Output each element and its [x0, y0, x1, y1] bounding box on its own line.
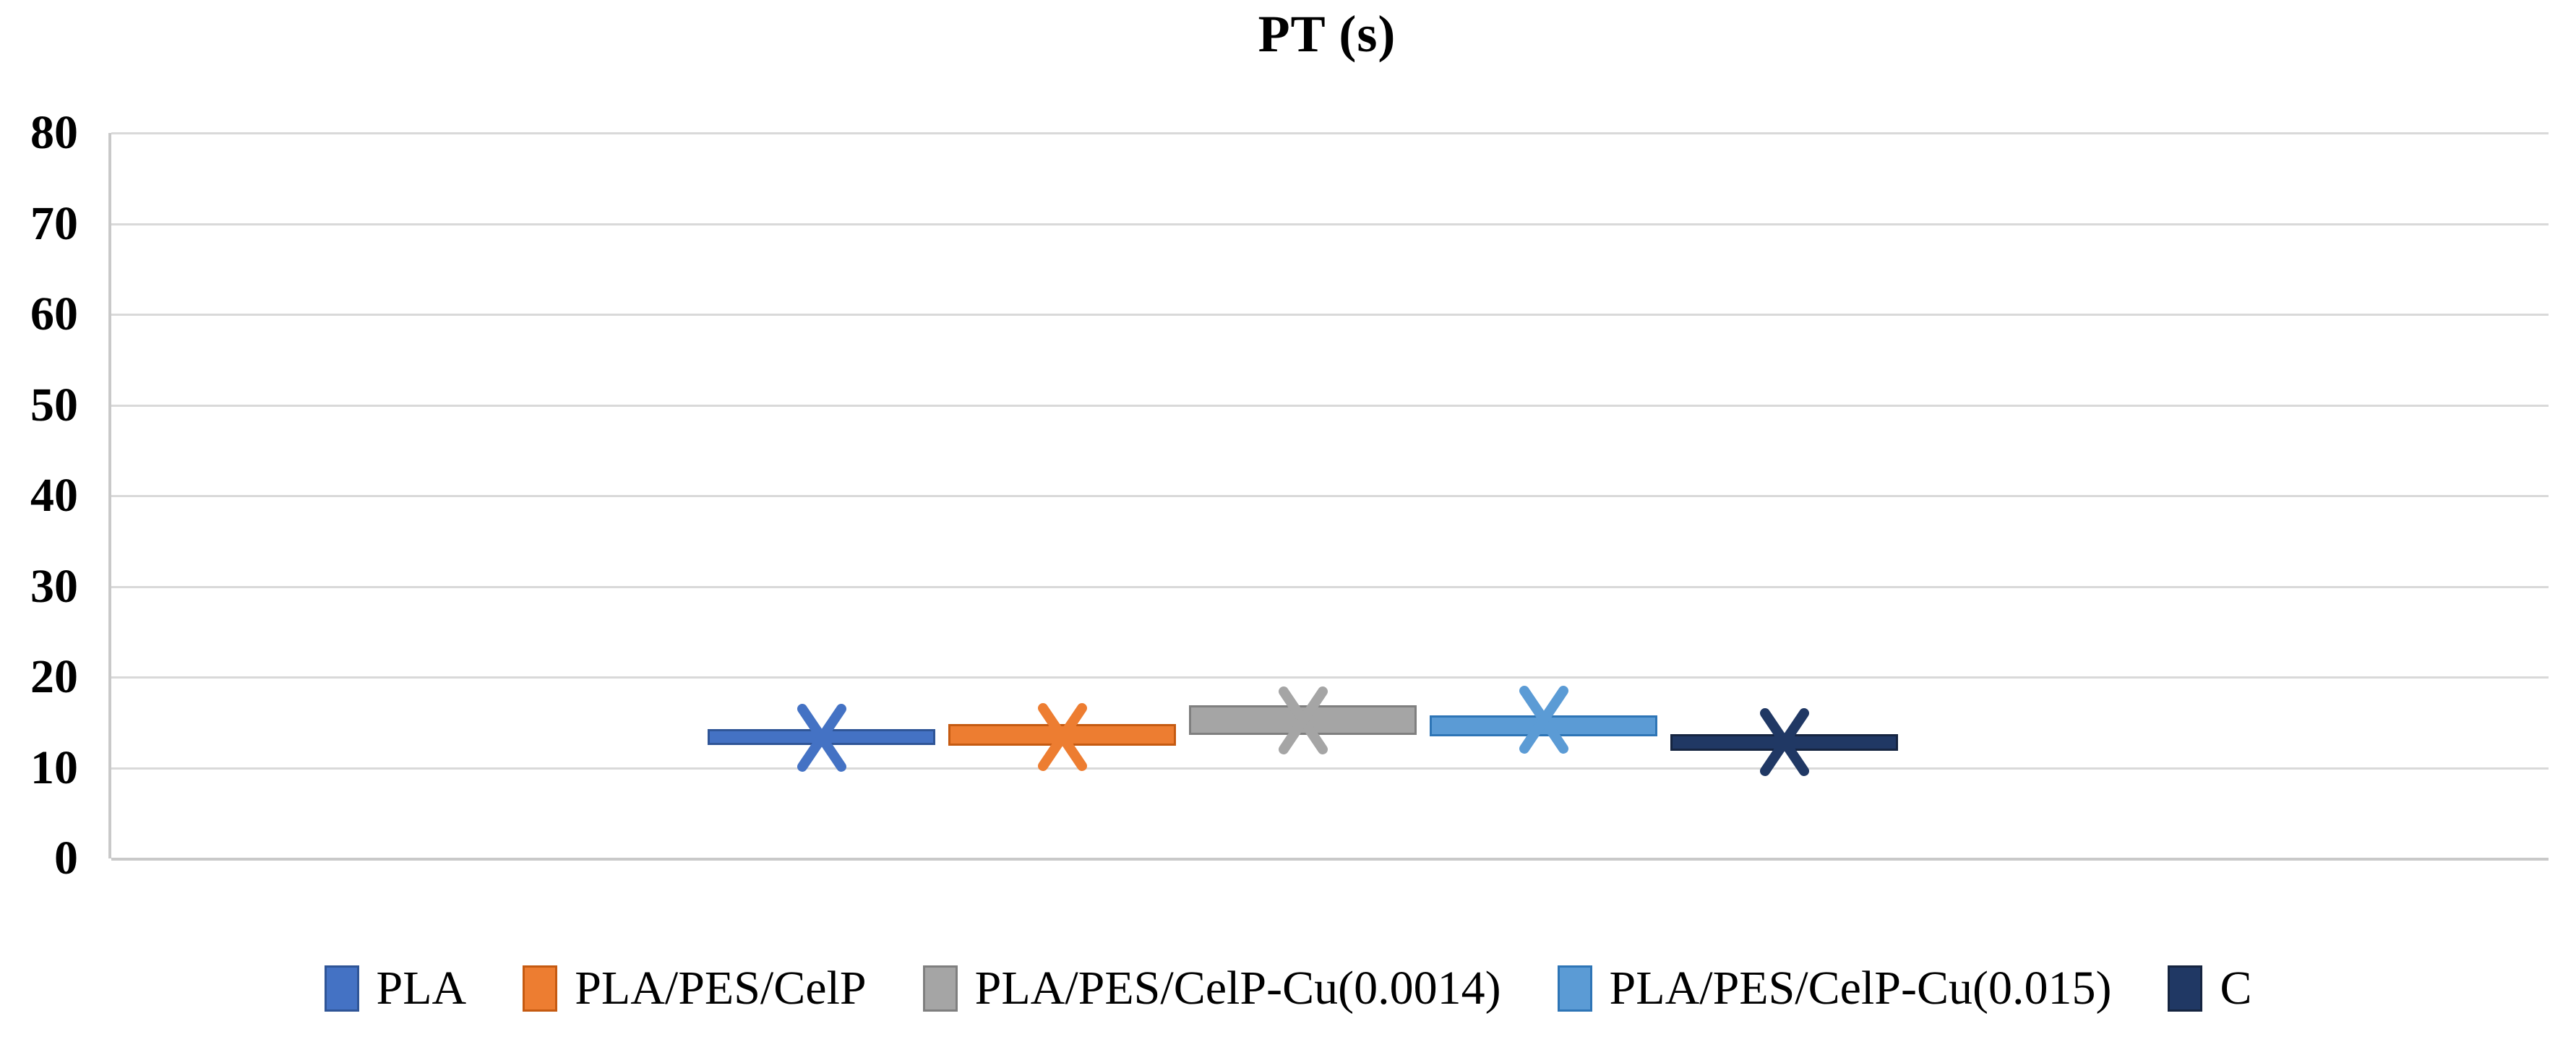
legend-label: PLA	[376, 962, 467, 1015]
legend-item-3: PLA/PES/CelP-Cu(0.0014)	[922, 961, 1501, 1016]
gridline	[111, 314, 2549, 316]
y-axis-tick-label: 10	[30, 741, 78, 794]
box-2	[948, 724, 1176, 746]
y-axis-tick-label: 30	[30, 559, 78, 613]
legend-label: PLA/PES/CelP-Cu(0.0014)	[974, 962, 1501, 1015]
y-axis-tick-label: 20	[30, 650, 78, 703]
legend-swatch-icon	[523, 965, 558, 1012]
y-axis-tick-label: 80	[30, 106, 78, 159]
y-axis-tick-label: 40	[30, 469, 78, 522]
legend-swatch-icon	[1557, 965, 1592, 1012]
gridline	[111, 495, 2549, 497]
gridline	[111, 404, 2549, 407]
legend-item-2: PLA/PES/CelP	[523, 961, 867, 1016]
legend-swatch-icon	[324, 965, 359, 1012]
plot-area	[108, 132, 2549, 861]
y-axis-tick-label: 0	[54, 832, 78, 884]
y-axis-tick-label: 60	[30, 288, 78, 340]
gridline	[111, 585, 2549, 588]
y-axis-tick-label: 50	[30, 378, 78, 431]
legend-label: C	[2220, 962, 2252, 1015]
box-4	[1430, 715, 1657, 736]
gridline	[111, 132, 2549, 134]
gridline	[111, 767, 2549, 770]
legend: PLA PLA/PES/CelP PLA/PES/CelP-Cu(0.0014) PL…	[0, 945, 2576, 1032]
legend-label: PLA/PES/CelP-Cu(0.015)	[1609, 962, 2112, 1015]
chart-title: PT (s)	[1258, 5, 1396, 63]
y-axis-tick-label: 70	[30, 197, 78, 250]
box-1	[708, 728, 935, 746]
legend-item-4: PLA/PES/CelP-Cu(0.015)	[1557, 961, 2112, 1016]
legend-item-5: C	[2168, 961, 2251, 1016]
legend-item-1: PLA	[324, 961, 467, 1016]
x-axis-line	[111, 858, 2549, 861]
box-3	[1189, 705, 1417, 736]
legend-label: PLA/PES/CelP	[575, 962, 867, 1015]
legend-swatch-icon	[2168, 965, 2203, 1012]
gridline	[111, 223, 2549, 225]
legend-swatch-icon	[922, 965, 958, 1012]
box-5	[1670, 734, 1898, 751]
gridline	[111, 676, 2549, 679]
